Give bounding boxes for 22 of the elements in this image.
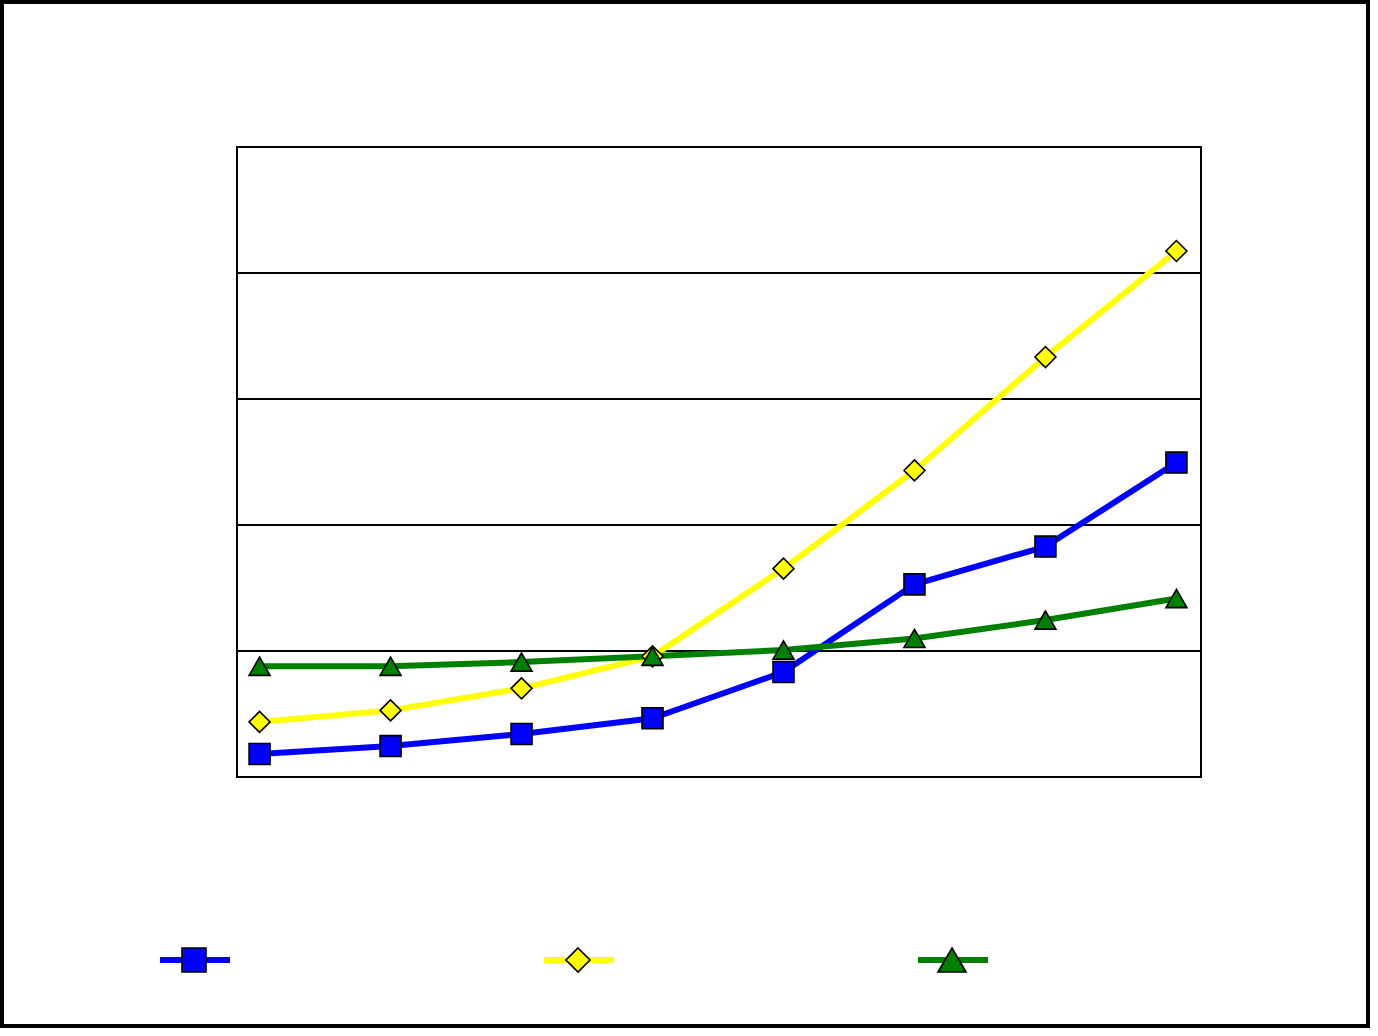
- point: [510, 722, 533, 746]
- point: [510, 652, 533, 672]
- point: [641, 706, 664, 730]
- point: [1034, 345, 1057, 369]
- point: [1034, 535, 1057, 558]
- point: [379, 699, 402, 722]
- point: [379, 656, 402, 677]
- point: [772, 660, 795, 684]
- point: [903, 628, 926, 649]
- point: [903, 573, 926, 596]
- point: [248, 742, 271, 766]
- point: [1165, 451, 1188, 474]
- point: [1165, 588, 1188, 609]
- point: [510, 677, 533, 700]
- point: [1034, 610, 1057, 630]
- point: [248, 656, 271, 677]
- point: [248, 710, 271, 734]
- point: [379, 734, 402, 758]
- point: [903, 459, 926, 482]
- point: [1165, 239, 1188, 263]
- point: [772, 557, 795, 580]
- point: [772, 640, 795, 660]
